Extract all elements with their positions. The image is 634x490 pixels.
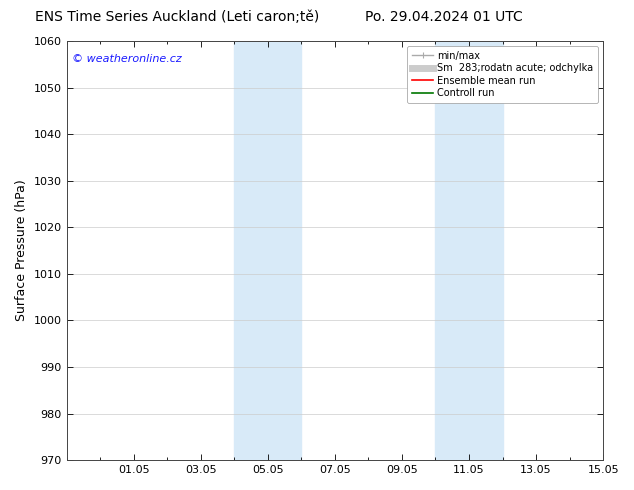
Legend: min/max, Sm  283;rodatn acute; odchylka, Ensemble mean run, Controll run: min/max, Sm 283;rodatn acute; odchylka, … [407,46,598,103]
Bar [436,41,503,460]
Bar [234,41,301,460]
Text: © weatheronline.cz: © weatheronline.cz [72,53,182,64]
Y-axis label: Surface Pressure (hPa): Surface Pressure (hPa) [15,180,28,321]
Text: Po. 29.04.2024 01 UTC: Po. 29.04.2024 01 UTC [365,10,522,24]
Text: ENS Time Series Auckland (Leti caron;tě): ENS Time Series Auckland (Leti caron;tě) [36,10,320,24]
